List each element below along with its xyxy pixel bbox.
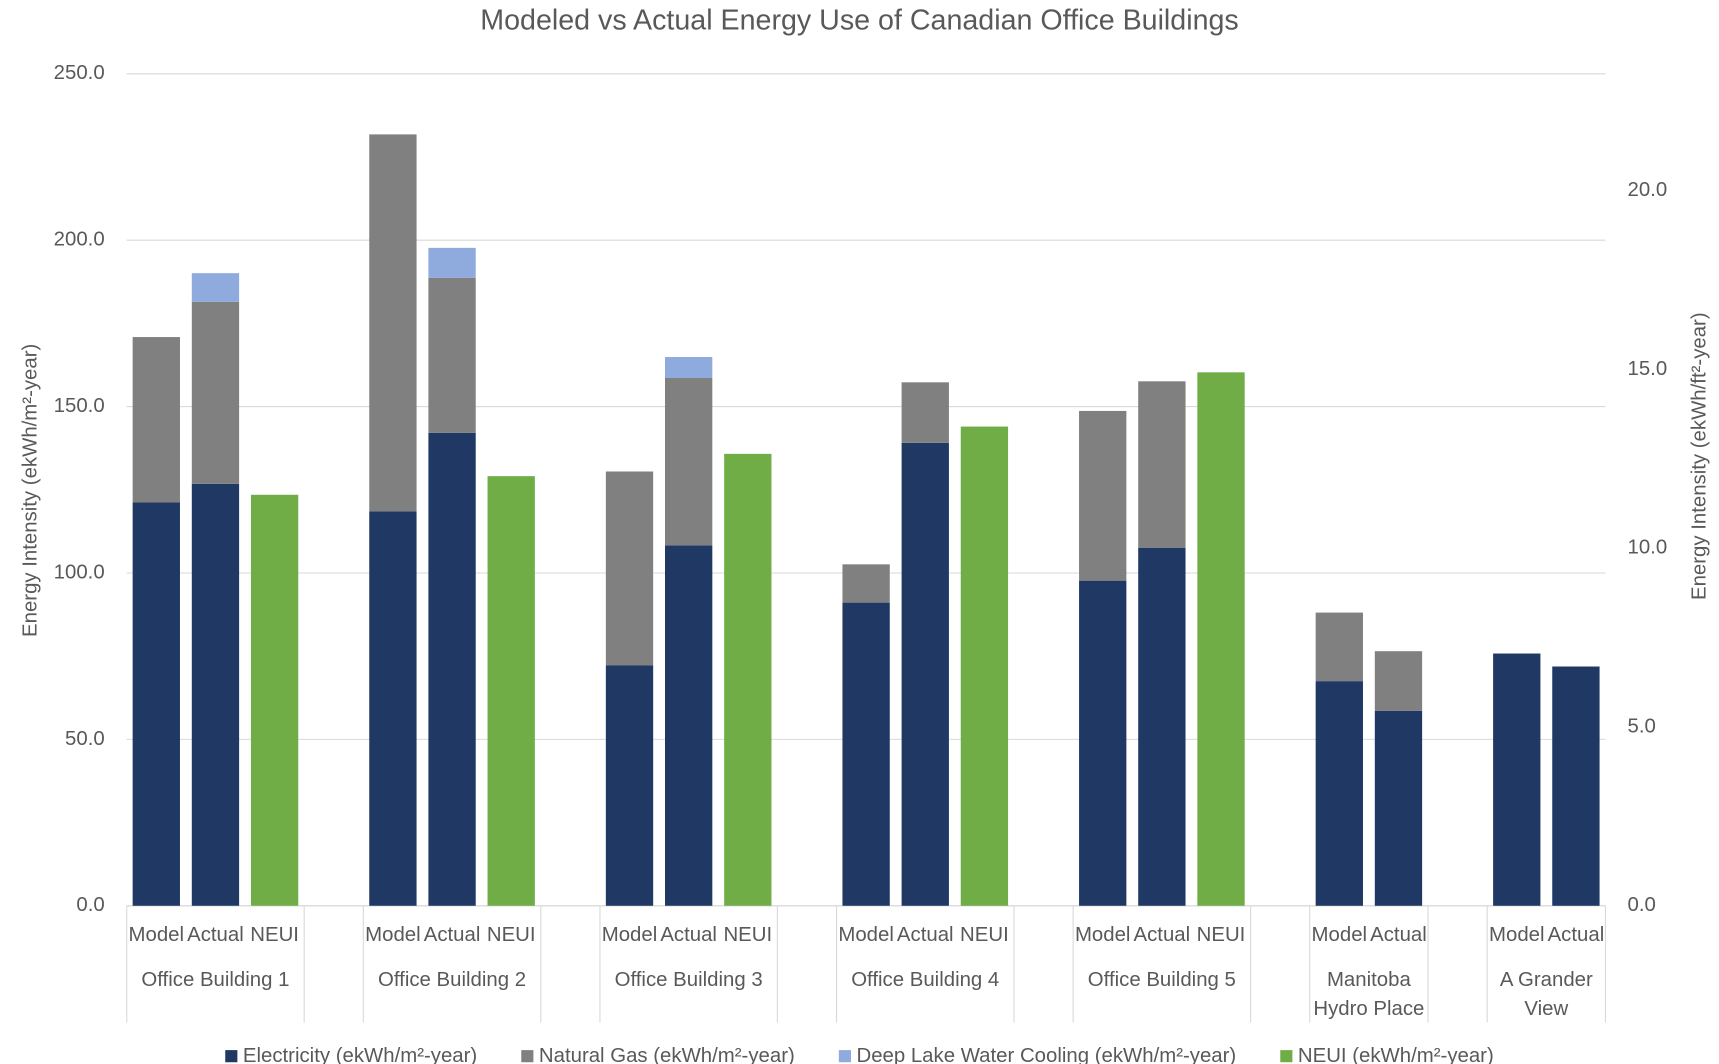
bar-segment — [665, 377, 713, 546]
bar-segment — [191, 483, 240, 906]
bar-segment — [1552, 666, 1600, 906]
legend-label: Deep Lake Water Cooling (ekWh/m²-year) — [856, 1045, 1236, 1064]
x-tick-label: Model — [1312, 924, 1368, 946]
legend-label: NEUI (ekWh/m²-year) — [1298, 1045, 1494, 1064]
group-label-box: Office Building 3 — [614, 967, 763, 991]
group-label: Office Building 1 — [141, 967, 290, 991]
bar-segment — [1315, 612, 1363, 682]
bar-segment — [1079, 580, 1127, 906]
bar-segment — [1079, 410, 1127, 581]
group-label-box: Manitoba Hydro Place — [1313, 967, 1425, 1020]
group-label: A Grander View — [1499, 967, 1593, 1020]
x-tick-label: Model — [1075, 924, 1131, 946]
x-tick-label: NEUI — [1197, 924, 1246, 946]
bar-segment — [191, 301, 240, 484]
x-tick-label: Actual — [187, 924, 244, 946]
group-label: Manitoba Hydro Place — [1313, 967, 1425, 1020]
bar-segment — [960, 426, 1009, 906]
y-tick-label: 200.0 — [54, 229, 105, 251]
bar-segment — [1138, 547, 1186, 906]
bar-segment — [132, 337, 180, 503]
x-tick-label: Model — [129, 924, 185, 946]
bar-segment — [428, 432, 476, 906]
x-tick-label: Model — [1489, 924, 1545, 946]
y-tick-label: 100.0 — [54, 561, 105, 583]
bar-segment — [487, 476, 535, 906]
group-label-box: A Grander View — [1499, 967, 1593, 1020]
y-tick-label: 250.0 — [54, 62, 105, 84]
bar-segment — [1374, 710, 1423, 906]
bar-segment — [1374, 651, 1423, 711]
bar-segment — [191, 273, 240, 302]
x-tick-label: Actual — [1548, 924, 1605, 946]
bar-segment — [132, 502, 180, 906]
group-label: Office Building 4 — [851, 967, 1000, 991]
group-label-box: Office Building 2 — [378, 967, 527, 991]
x-tick-label: NEUI — [487, 924, 536, 946]
y2-tick-label: 15.0 — [1628, 358, 1668, 380]
legend-swatch — [838, 1050, 851, 1063]
bar-segment — [428, 247, 476, 278]
bar-segment — [1197, 372, 1245, 906]
group-label-box: Office Building 5 — [1087, 967, 1236, 991]
y2-axis-title: Energy Intensity (ekWh/ft²-year) — [1689, 312, 1711, 600]
group-label: Office Building 2 — [378, 967, 527, 991]
y2-tick-label: 0.0 — [1628, 894, 1656, 916]
legend-label: Electricity (ekWh/m²-year) — [243, 1045, 477, 1064]
group-label-box: Office Building 1 — [141, 967, 290, 991]
bar-segment — [428, 277, 476, 433]
legend-swatch — [521, 1050, 534, 1063]
legend-swatch — [1280, 1050, 1293, 1063]
x-tick-label: NEUI — [723, 924, 772, 946]
bar-segment — [369, 134, 417, 512]
bar-segment — [1138, 381, 1186, 548]
x-tick-label: Actual — [897, 924, 954, 946]
bar-segment — [842, 602, 890, 906]
x-tick-label: Model — [838, 924, 894, 946]
bar-segment — [665, 545, 713, 906]
chart-title: Modeled vs Actual Energy Use of Canadian… — [480, 5, 1238, 37]
x-tick-label: Model — [602, 924, 658, 946]
bar-segment — [901, 442, 949, 906]
group-label: Office Building 5 — [1087, 967, 1236, 991]
group-label: Office Building 3 — [614, 967, 763, 991]
bar-segment — [1493, 653, 1541, 906]
y-tick-label: 50.0 — [65, 728, 105, 750]
bar-segment — [1315, 681, 1363, 906]
x-tick-label: Actual — [660, 924, 717, 946]
group-label-box: Office Building 4 — [851, 967, 1000, 991]
legend: Electricity (ekWh/m²-year) Natural Gas (e… — [225, 1045, 1494, 1064]
bar-segment — [369, 511, 417, 906]
bar-segment — [605, 665, 654, 906]
bar-segment — [842, 564, 890, 603]
y2-tick-label: 10.0 — [1628, 537, 1668, 559]
x-tick-label: Actual — [1134, 924, 1191, 946]
legend-swatch — [225, 1050, 238, 1063]
y2-tick-label: 5.0 — [1628, 715, 1656, 737]
bar-segment — [250, 494, 299, 906]
y-axis-title: Energy Intensity (ekWh/m²-year) — [19, 344, 41, 637]
x-tick-label: Actual — [1370, 924, 1427, 946]
legend-label: Natural Gas (ekWh/m²-year) — [539, 1045, 795, 1064]
x-tick-label: NEUI — [960, 924, 1009, 946]
y2-tick-label: 20.0 — [1628, 179, 1668, 201]
x-tick-label: NEUI — [250, 924, 299, 946]
bar-segment — [665, 357, 713, 378]
y-tick-label: 150.0 — [54, 395, 105, 417]
x-tick-label: Actual — [424, 924, 481, 946]
x-tick-label: Model — [365, 924, 421, 946]
bar-segment — [605, 471, 654, 666]
y-tick-label: 0.0 — [76, 894, 104, 916]
bar-segment — [724, 453, 772, 906]
bar-segment — [901, 382, 949, 443]
